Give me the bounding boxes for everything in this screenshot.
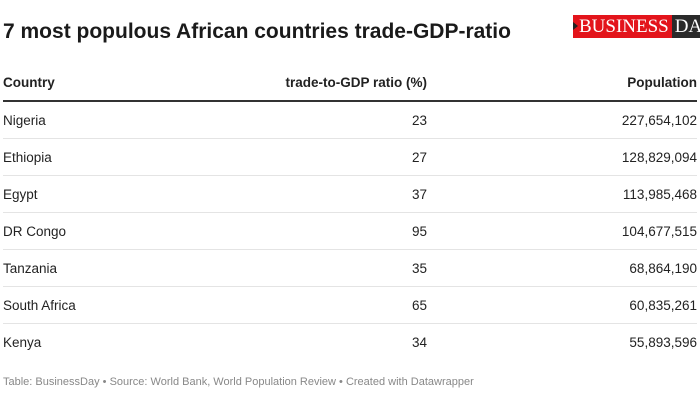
cell-country: Nigeria [3,101,203,139]
table-row: South Africa 65 60,835,261 [3,286,697,324]
cell-trade-ratio: 65 [203,286,427,324]
cell-country: Tanzania [3,249,203,287]
table-row: Egypt 37 113,985,468 [3,175,697,213]
header-country[interactable]: Country [3,64,203,102]
cell-population: 227,654,102 [427,101,697,139]
header-population[interactable]: Population [427,64,697,102]
cell-population: 55,893,596 [629,334,697,350]
table-header: Country trade-to-GDP ratio (%) Populatio… [3,64,697,102]
cell-trade-ratio: 34 [411,334,427,350]
cell-trade-ratio: 23 [203,101,427,139]
page-title: 7 most populous African countries trade-… [3,20,511,43]
header-trade-ratio[interactable]: trade-to-GDP ratio (%) [203,64,427,102]
cell-trade-ratio: 35 [203,249,427,287]
logo-day: DAY [671,15,700,38]
cell-population: 68,864,190 [427,249,697,287]
cell-trade-ratio: 27 [203,138,427,176]
cell-country: Ethiopia [3,138,203,176]
cell-trade-ratio: 37 [203,175,427,213]
cell-population: 113,985,468 [427,175,697,213]
table-row: Nigeria 23 227,654,102 [3,101,697,139]
table-row: Tanzania 35 68,864,190 [3,249,697,287]
cell-country: DR Congo [3,212,203,250]
cell-population: 60,835,261 [427,286,697,324]
cell-population: 104,677,515 [427,212,697,250]
cell-trade-ratio: 95 [203,212,427,250]
cell-country: Kenya [3,334,42,350]
table-row: Ethiopia 27 128,829,094 [3,138,697,176]
table-row: DR Congo 95 104,677,515 [3,212,697,250]
cell-population: 128,829,094 [427,138,697,176]
data-table: Country trade-to-GDP ratio (%) Populatio… [3,64,697,360]
logo-business: BUSINESS [573,15,672,38]
cell-country: Egypt [3,175,203,213]
businessday-logo: BUSINESS DAY [573,15,700,38]
footer-source: Table: BusinessDay • Source: World Bank,… [3,376,474,388]
table-row: Kenya 34 55,893,596 [3,324,697,361]
cell-country: South Africa [3,286,203,324]
